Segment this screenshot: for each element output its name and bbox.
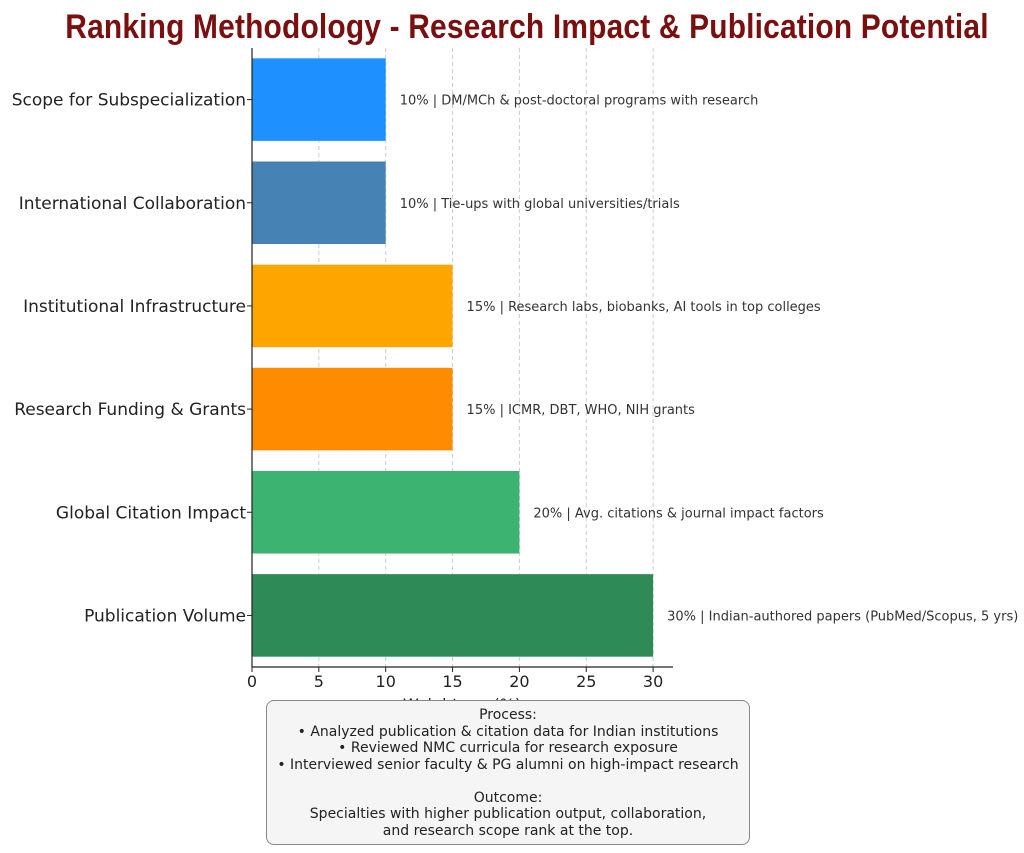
chart-title: Ranking Methodology - Research Impact & … — [65, 8, 989, 46]
bar — [252, 58, 386, 141]
bars-layer — [252, 58, 654, 657]
x-tick-label: 5 — [314, 672, 324, 691]
data-label: 20% | Avg. citations & journal impact fa… — [533, 506, 824, 521]
process-box: Process: • Analyzed publication & citati… — [266, 700, 750, 845]
bar — [252, 574, 654, 657]
process-item: • Reviewed NMC curricula for research ex… — [338, 740, 678, 756]
data-label: 10% | Tie-ups with global universities/t… — [400, 197, 680, 212]
outcome-heading: Outcome: — [473, 789, 543, 806]
x-tick-label: 0 — [247, 672, 257, 691]
category-label: Scope for Subspecialization — [12, 91, 246, 111]
x-tick-label: 15 — [442, 672, 462, 691]
data-label: 10% | DM/MCh & post-doctoral programs wi… — [400, 94, 759, 109]
process-item: • Interviewed senior faculty & PG alumni… — [277, 756, 739, 773]
category-label: Research Funding & Grants — [14, 400, 246, 420]
data-label: 30% | Indian-authored papers (PubMed/Sco… — [667, 609, 1018, 624]
labels-layer: 0 5 10 15 20 25 30 Scope for Subspecialization 1… — [12, 91, 1019, 691]
data-label: 15% | ICMR, DBT, WHO, NIH grants — [467, 403, 696, 418]
axes-layer — [251, 48, 673, 668]
category-label: Global Citation Impact — [56, 503, 246, 523]
grid-layer — [247, 48, 654, 672]
x-tick-label: 10 — [376, 672, 396, 691]
spacer — [267, 773, 749, 790]
bar — [252, 367, 453, 451]
bar — [252, 470, 520, 554]
category-label: Institutional Infrastructure — [23, 297, 246, 317]
x-tick-label: 30 — [643, 672, 663, 691]
category-label: International Collaboration — [19, 194, 246, 214]
bar — [252, 161, 386, 245]
x-tick-label: 25 — [576, 672, 596, 691]
outcome-line: and research scope rank at the top. — [382, 822, 634, 839]
process-item: • Analyzed publication & citation data f… — [297, 723, 719, 740]
outcome-line: Specialties with higher publication outp… — [309, 806, 707, 822]
process-heading: Process: — [479, 707, 537, 723]
data-label: 15% | Research labs, biobanks, AI tools … — [467, 300, 821, 315]
bar — [252, 264, 453, 348]
x-tick-label: 20 — [509, 672, 529, 691]
category-label: Publication Volume — [84, 606, 246, 626]
